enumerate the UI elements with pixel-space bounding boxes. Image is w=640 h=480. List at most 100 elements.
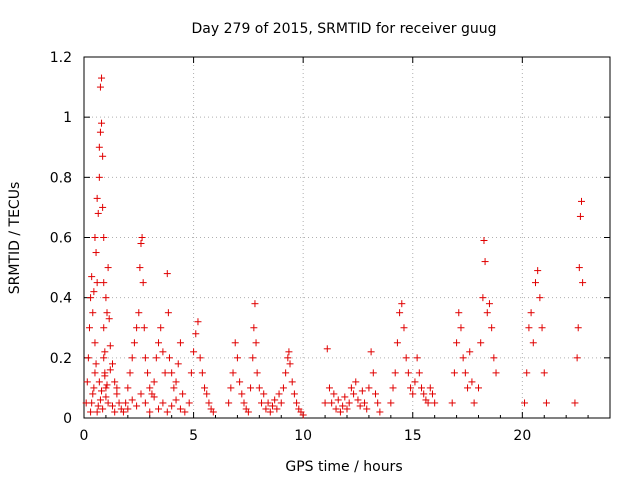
data-point — [102, 393, 110, 401]
data-point — [358, 387, 366, 395]
data-point — [578, 197, 586, 205]
y-tick-label: 0 — [63, 411, 72, 427]
data-point — [176, 339, 184, 347]
data-point — [521, 399, 529, 407]
data-point — [457, 324, 465, 332]
data-point — [325, 384, 333, 392]
data-point — [209, 408, 217, 416]
data-point — [352, 378, 360, 386]
data-point — [111, 408, 119, 416]
data-point — [273, 405, 281, 413]
data-point — [100, 324, 108, 332]
data-point — [225, 399, 233, 407]
data-point — [328, 399, 336, 407]
data-point — [94, 402, 102, 410]
data-point — [152, 354, 160, 362]
data-point — [574, 324, 582, 332]
y-tick-label: 0.2 — [50, 351, 72, 367]
data-point — [102, 384, 110, 392]
data-point — [266, 408, 274, 416]
data-point — [155, 405, 163, 413]
data-point — [111, 378, 119, 386]
data-point — [140, 324, 148, 332]
data-point — [201, 384, 209, 392]
data-point — [122, 399, 130, 407]
data-point — [488, 324, 496, 332]
data-point — [371, 390, 379, 398]
data-point — [93, 194, 101, 202]
data-point — [85, 324, 93, 332]
data-point — [367, 348, 375, 356]
data-point — [113, 384, 121, 392]
data-point — [128, 354, 136, 362]
data-point — [393, 339, 401, 347]
data-point — [115, 399, 123, 407]
data-point — [157, 324, 165, 332]
data-point — [203, 390, 211, 398]
data-point — [91, 234, 99, 241]
data-point — [98, 387, 106, 395]
data-point — [387, 399, 395, 407]
data-point — [128, 396, 136, 404]
data-point — [470, 399, 478, 407]
data-point — [288, 378, 296, 386]
data-point — [466, 348, 474, 356]
data-point — [402, 354, 410, 362]
points-layer — [82, 74, 587, 419]
data-point — [176, 405, 184, 413]
data-point — [108, 402, 116, 410]
data-point — [93, 408, 101, 416]
data-point — [411, 378, 419, 386]
data-point — [485, 300, 493, 308]
data-point — [343, 405, 351, 413]
data-point — [424, 399, 432, 407]
data-point — [92, 249, 100, 257]
data-point — [464, 384, 472, 392]
data-point — [251, 300, 259, 308]
data-point — [108, 360, 116, 368]
data-point — [233, 354, 241, 362]
data-point — [268, 402, 276, 410]
data-point — [159, 399, 167, 407]
data-point — [102, 294, 110, 302]
data-point — [450, 369, 458, 377]
data-point — [271, 396, 279, 404]
data-point — [428, 390, 436, 398]
data-point — [579, 279, 587, 287]
data-point — [172, 396, 180, 404]
data-point — [525, 324, 533, 332]
data-point — [575, 264, 583, 272]
data-point — [480, 237, 488, 245]
data-point — [172, 378, 180, 386]
data-point — [426, 384, 434, 392]
data-point — [124, 405, 132, 413]
data-point — [84, 354, 92, 362]
data-point — [164, 309, 172, 317]
data-point — [481, 258, 489, 266]
y-tick-label: 0.8 — [50, 170, 72, 186]
data-point — [453, 339, 461, 347]
data-point — [483, 309, 491, 317]
x-tick-label: 10 — [294, 428, 312, 444]
data-point — [165, 354, 173, 362]
data-point — [409, 390, 417, 398]
data-point — [262, 405, 270, 413]
data-point — [258, 399, 266, 407]
data-point — [100, 234, 108, 241]
data-point — [398, 300, 406, 308]
data-point — [459, 354, 467, 362]
data-point — [350, 390, 358, 398]
data-point — [339, 402, 347, 410]
data-point — [159, 348, 167, 356]
data-point — [136, 264, 144, 272]
data-point — [538, 324, 546, 332]
data-point — [576, 212, 584, 220]
data-point — [103, 309, 111, 317]
data-point — [146, 384, 154, 392]
y-tick-label: 0.6 — [50, 231, 72, 247]
data-point — [89, 309, 97, 317]
data-point — [168, 402, 176, 410]
data-point — [155, 339, 163, 347]
y-axis-title: SRMTID / TECUs — [7, 182, 23, 295]
data-point — [205, 399, 213, 407]
